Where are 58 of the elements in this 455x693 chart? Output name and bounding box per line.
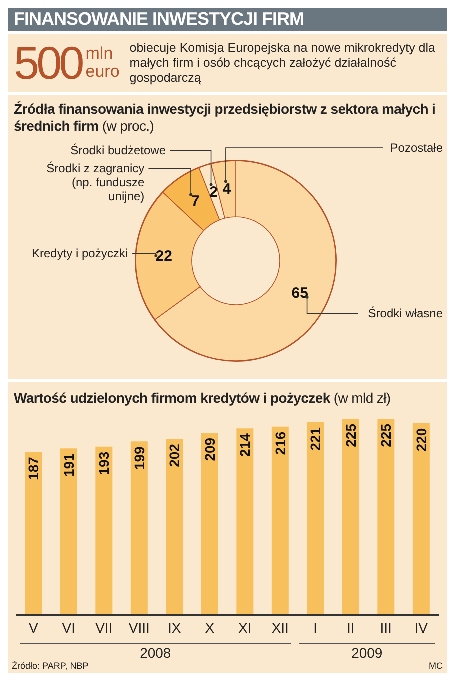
chart-title: Wartość udzielonych firmom kredytów i pożyczek	[14, 390, 330, 406]
data-label: 225	[342, 424, 359, 448]
text: 500	[14, 37, 82, 89]
data-label: 225	[378, 424, 394, 448]
data-label: 199	[131, 446, 148, 470]
data-label: 4	[222, 181, 232, 198]
bar	[201, 432, 218, 615]
data-label: 220	[413, 428, 430, 452]
bar	[130, 442, 148, 615]
x-tick-label: XI	[238, 620, 252, 636]
slice-label: Środki z zagranicy (np. fundusze unijne)	[46, 162, 146, 204]
x-tick-label: II	[346, 620, 355, 636]
bar	[60, 448, 78, 615]
data-label: 202	[166, 444, 183, 468]
slice-label: Środki budżetowe	[70, 144, 166, 158]
data-label: 216	[272, 432, 288, 456]
bar	[25, 452, 42, 615]
slice-label: Środki własne	[368, 306, 444, 321]
bar	[236, 428, 254, 615]
data-label: 191	[60, 453, 77, 477]
text: FINANSOWANIE INWESTYCJI FIRM	[8, 8, 447, 31]
data-label: 209	[202, 438, 218, 462]
x-tick-label: V	[28, 620, 39, 636]
data-label: 193	[96, 452, 112, 476]
x-tick-label: I	[314, 620, 318, 636]
text: 2008	[20, 643, 292, 661]
bar	[412, 423, 430, 615]
data-label: 7	[191, 192, 200, 210]
bar	[307, 422, 324, 615]
x-tick-label: X	[205, 620, 216, 636]
x-tick-label: IX	[168, 620, 182, 636]
text: euro	[86, 62, 120, 81]
data-label: 221	[308, 427, 324, 451]
x-tick-label: III	[380, 620, 392, 636]
chart-subtitle: (w mld zł)	[334, 390, 391, 406]
text: Źródło: PARP, NBP	[12, 661, 89, 671]
slice-label: Pozostałe	[390, 141, 444, 155]
text: obiecuje Komisja Europejska na nowe mikrokredyty dla małych firm i osób chcących założyć działalność gospodarczą	[130, 40, 436, 86]
bar	[96, 446, 113, 615]
bar	[378, 419, 395, 615]
x-tick-label: XII	[272, 620, 289, 636]
slice-label: Kredyty i pożyczki	[32, 246, 128, 261]
bar	[166, 439, 184, 615]
data-label: 187	[26, 456, 42, 480]
data-label: 214	[237, 433, 254, 457]
x-tick-label: VI	[62, 620, 76, 636]
bar	[272, 426, 289, 615]
x-tick-label: VII	[96, 620, 113, 636]
data-label: 2	[210, 184, 218, 202]
bar	[342, 419, 360, 615]
text: 2009	[299, 643, 435, 661]
data-label: 65	[292, 285, 308, 302]
text: mln	[86, 44, 114, 63]
chart-subtitle: (w proc.)	[102, 118, 154, 134]
text: MC	[429, 661, 443, 671]
x-tick-label: IV	[414, 620, 429, 636]
x-tick-label: VIII	[128, 620, 150, 636]
data-label: 22	[156, 248, 172, 265]
